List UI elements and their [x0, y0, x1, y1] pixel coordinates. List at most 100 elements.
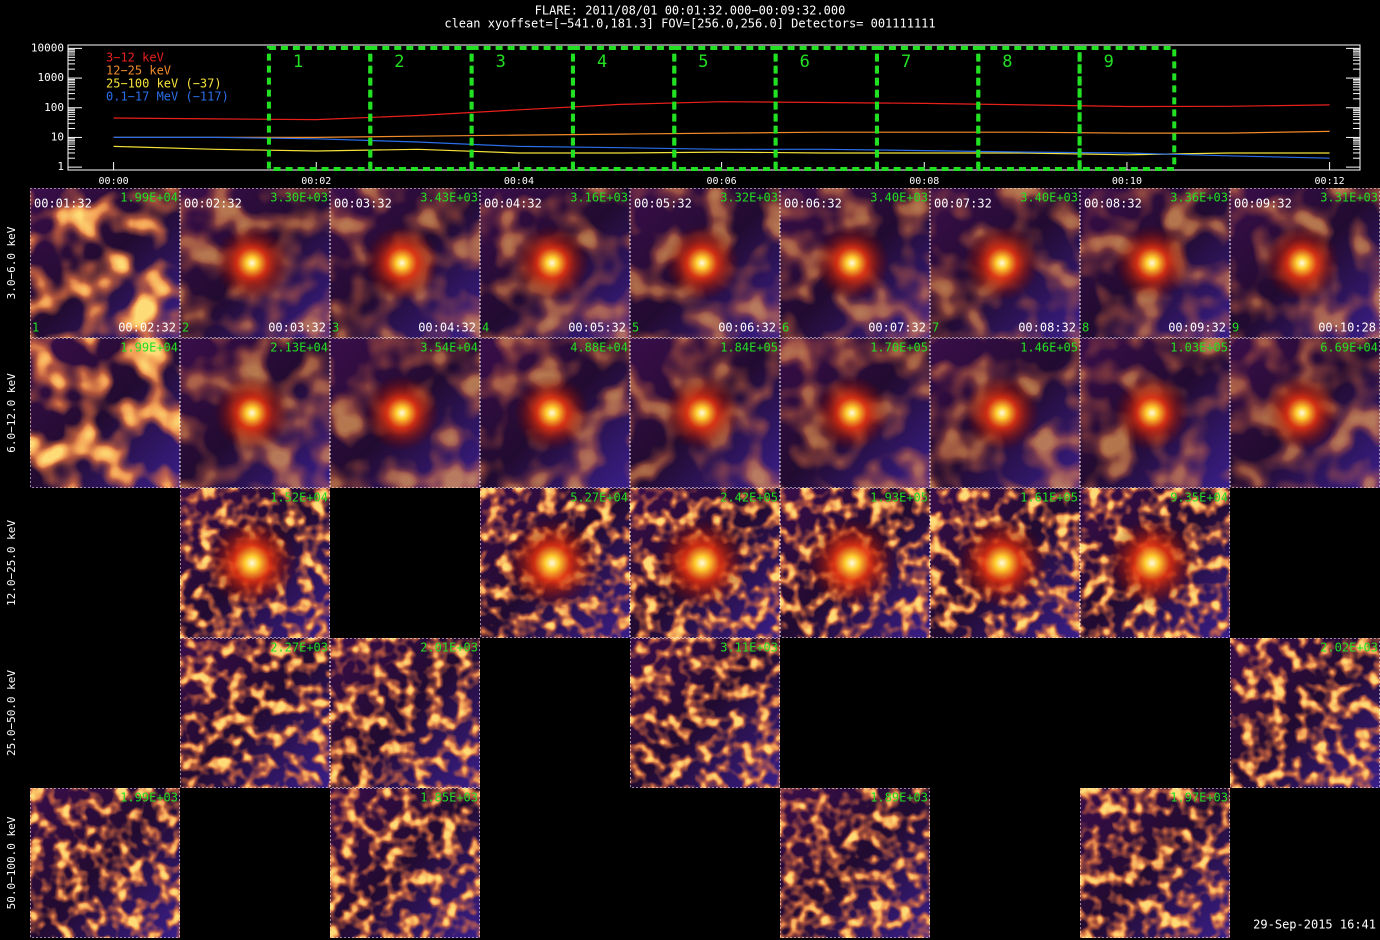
panel-end: 00:06:32	[718, 321, 776, 335]
panel-border	[930, 338, 1080, 488]
panel-start: 00:08:32	[1084, 197, 1142, 211]
image-panel	[1080, 788, 1230, 938]
interval-label: 8	[1002, 52, 1012, 72]
panel-max: 3.16E+03	[570, 191, 628, 205]
panel-border	[780, 788, 930, 938]
image-panel	[330, 638, 480, 788]
panel-end: 00:07:32	[868, 321, 926, 335]
panel-border	[1080, 188, 1230, 338]
panel-max: 1.52E+04	[270, 491, 328, 505]
panel-max: 1.46E+05	[1020, 341, 1078, 355]
panel-border	[480, 488, 630, 638]
panel-index: 6	[782, 321, 789, 335]
panel-end: 00:04:32	[418, 321, 476, 335]
panel-index: 5	[632, 321, 639, 335]
panel-border	[630, 188, 780, 338]
series-line	[113, 136, 1330, 159]
panel-max: 3.31E+03	[1320, 191, 1378, 205]
panel-border	[1080, 338, 1230, 488]
interval-label: 9	[1104, 52, 1114, 72]
panel-border	[630, 338, 780, 488]
panel-border	[330, 788, 480, 938]
panel-border	[480, 338, 630, 488]
image-panel	[330, 338, 480, 488]
x-tick-label: 00:08	[909, 176, 939, 187]
legend-entry: 25−100 keV (−37)	[106, 77, 222, 91]
x-tick-label: 00:04	[504, 176, 534, 187]
panel-border	[30, 788, 180, 938]
image-panel	[180, 188, 330, 338]
panel-max: 4.88E+04	[570, 341, 628, 355]
series-line	[113, 130, 1330, 138]
x-tick-label: 00:12	[1315, 176, 1345, 187]
row-label: 12.0−25.0 keV	[5, 520, 18, 606]
timestamp: 29-Sep-2015 16:41	[1253, 918, 1376, 932]
image-panel	[780, 788, 930, 938]
x-tick-label: 00:06	[707, 176, 737, 187]
panel-start: 00:07:32	[934, 197, 992, 211]
panel-max: 1.99E+03	[120, 791, 178, 805]
image-panel	[1080, 488, 1230, 638]
row-label: 3.0−6.0 keV	[5, 226, 18, 299]
panel-max: 1.89E+03	[870, 791, 928, 805]
series-line	[113, 101, 1330, 121]
panel-border	[930, 488, 1080, 638]
panel-border	[30, 188, 180, 338]
image-panel	[180, 488, 330, 638]
panel-max: 9.35E+04	[1170, 491, 1228, 505]
interval-label: 4	[597, 52, 607, 72]
legend-entry: 12−25 keV	[106, 64, 171, 78]
panel-index: 9	[1232, 321, 1239, 335]
panel-border	[330, 338, 480, 488]
image-panel	[930, 188, 1080, 338]
panel-border	[780, 188, 930, 338]
image-panel	[630, 188, 780, 338]
panel-index: 3	[332, 321, 339, 335]
panel-start: 00:02:32	[184, 197, 242, 211]
panel-max: 1.85E+03	[420, 791, 478, 805]
image-panel	[1080, 188, 1230, 338]
title: FLARE: 2011/08/01 00:01:32.000−00:09:32.…	[535, 4, 846, 18]
image-panel	[1230, 638, 1380, 788]
panel-max: 1.93E+05	[870, 491, 928, 505]
panel-border	[330, 188, 480, 338]
panel-start: 00:06:32	[784, 197, 842, 211]
image-panel	[30, 188, 180, 338]
panel-start: 00:03:32	[334, 197, 392, 211]
image-panel	[180, 638, 330, 788]
image-panel	[330, 788, 480, 938]
interval-label: 7	[901, 52, 911, 72]
image-panel	[630, 338, 780, 488]
panel-max: 2.42E+05	[720, 491, 778, 505]
panel-max: 1.84E+05	[720, 341, 778, 355]
panel-max: 1.99E+04	[120, 341, 178, 355]
image-panel	[930, 488, 1080, 638]
y-tick-label: 10000	[31, 41, 64, 54]
panel-index: 4	[482, 321, 489, 335]
image-panel	[480, 338, 630, 488]
row-label: 50.0−100.0 keV	[5, 816, 18, 909]
row-label: 6.0−12.0 keV	[5, 373, 18, 453]
panel-max: 5.27E+04	[570, 491, 628, 505]
row-label: 25.0−50.0 keV	[5, 670, 18, 756]
panel-max: 3.43E+03	[420, 191, 478, 205]
y-tick-label: 1000	[38, 71, 65, 84]
panel-max: 2.27E+03	[270, 641, 328, 655]
panel-index: 7	[932, 321, 939, 335]
panel-border	[180, 488, 330, 638]
panel-max: 3.11E+03	[720, 641, 778, 655]
image-panel	[1230, 188, 1380, 338]
panel-border	[180, 188, 330, 338]
y-tick-label: 100	[44, 101, 64, 114]
panel-index: 1	[32, 321, 39, 335]
x-tick-label: 00:00	[99, 176, 129, 187]
panel-max: 1.70E+05	[870, 341, 928, 355]
image-panel	[1230, 338, 1380, 488]
interval-label: 2	[394, 52, 404, 72]
panel-max: 2.01E+03	[420, 641, 478, 655]
panel-max: 1.99E+04	[120, 191, 178, 205]
panel-border	[30, 338, 180, 488]
interval-label: 5	[698, 52, 708, 72]
panel-end: 00:09:32	[1168, 321, 1226, 335]
panel-max: 3.54E+04	[420, 341, 478, 355]
